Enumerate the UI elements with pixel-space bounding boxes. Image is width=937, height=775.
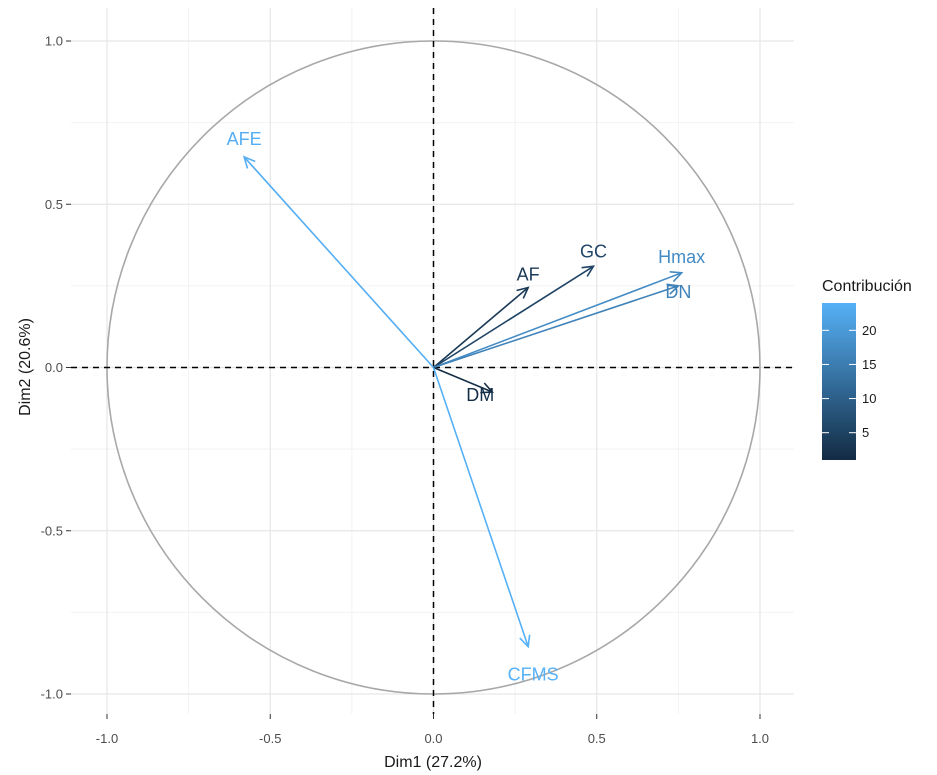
arrowhead-cfms [519,634,531,649]
label-hmax: Hmax [658,247,705,267]
arrowhead-af [516,286,530,299]
arrowhead-hmax [669,271,684,283]
y-axis: -1.0 -0.5 0.0 0.5 1.0 [41,34,71,702]
legend-tick-label: 15 [862,357,876,372]
x-tick-label: 0.5 [588,731,606,746]
legend-tick-label: 20 [862,323,876,338]
y-axis-title: Dim2 (20.6%) [17,318,34,416]
legend-tick-label: 10 [862,391,876,406]
x-tick-label: -1.0 [96,731,118,746]
y-tick-label: 1.0 [45,34,63,49]
x-axis: -1.0 -0.5 0.0 0.5 1.0 [96,714,769,746]
arrow-dn [433,285,679,369]
arrowhead-dm [480,382,494,394]
arrow-cfms [432,367,529,647]
y-tick-label: -0.5 [41,523,63,538]
arrow-dm [433,366,493,393]
x-axis-title: Dim1 (27.2%) [384,754,482,771]
grid-lines [71,8,794,714]
x-tick-label: -0.5 [259,731,281,746]
label-af: AF [517,265,540,285]
label-cfms: CFMS [508,665,559,685]
arrowhead-dn [666,283,681,295]
plot-panel: AFE AF GC Hmax DN DM CFMS [71,8,794,714]
variable-labels: AFE AF GC Hmax DN DM CFMS [227,129,706,685]
arrow-hmax [433,272,682,369]
legend-title: Contribución [822,278,912,295]
label-dm: DM [466,385,494,405]
arrow-af [432,286,529,369]
y-tick-label: 0.5 [45,197,63,212]
y-tick-label: -1.0 [41,687,63,702]
x-tick-label: 0.0 [424,731,442,746]
y-tick-label: 0.0 [45,360,63,375]
label-gc: GC [580,241,607,261]
legend-ticks: 5 10 15 20 [822,323,876,440]
color-legend: Contribución 5 10 15 20 [822,278,912,460]
legend-colorbar [822,303,856,460]
legend-tick-label: 5 [862,425,869,440]
arrow-afe [243,156,435,369]
arrowhead-gc [581,265,596,277]
variable-arrows [242,155,684,649]
arrow-gc [433,265,594,369]
x-tick-label: 1.0 [751,731,769,746]
label-afe: AFE [227,129,262,149]
label-dn: DN [665,282,691,302]
reference-lines [71,8,794,714]
arrowhead-afe [242,155,256,169]
